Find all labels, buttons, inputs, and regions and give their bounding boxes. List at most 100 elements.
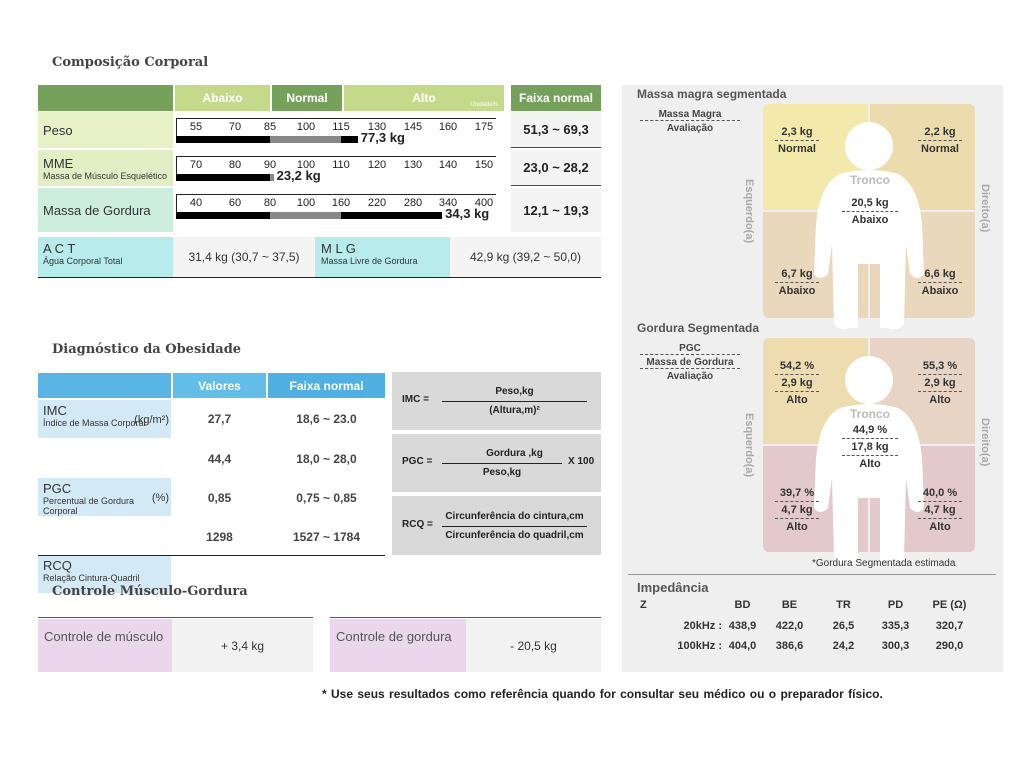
muscle-control-label: Controle de músculo (38, 619, 172, 672)
normal-range: 12,1 ~ 19,3 (511, 188, 601, 232)
scale-tick: 160 (439, 121, 457, 133)
ob-header-values: Valores (173, 373, 266, 398)
ob-value: 1298 (173, 518, 266, 555)
ob-value: 0,85 (173, 479, 266, 517)
impedance-value: 438,9 (720, 620, 765, 632)
segment-ra: 2,2 kgNormal (918, 124, 962, 157)
ob-range: 0,75 ~ 0,85 (268, 479, 385, 517)
footer-note: * Use seus resultados como referência qu… (322, 687, 883, 701)
segment-ll: 39,7 %4,7 kgAlto (775, 485, 819, 535)
ob-row-sub: Percentual de Gordura Corporal (43, 496, 166, 516)
formula-denominator: Circunferência do quadril,cm (442, 528, 587, 542)
segment-rl: 40,0 %4,7 kgAlto (918, 485, 962, 535)
scale-tick: 130 (404, 159, 422, 171)
header-normal: Normal (272, 85, 342, 111)
segment-value: 6,7 kg (775, 266, 819, 283)
segment-value: 55,3 % (918, 358, 962, 375)
impedance-col: BE (767, 599, 812, 611)
scale-tick: 175 (475, 121, 493, 133)
ob-range: 1527 ~ 1784 (268, 518, 385, 555)
ob-range: 18,0 ~ 28,0 (268, 440, 385, 478)
segment-value: 2,9 kg (918, 375, 962, 392)
formula-lhs: IMC = (402, 394, 429, 405)
muscle-control-value: + 3,4 kg (172, 619, 313, 672)
right-side-label: Direito(a) (979, 184, 991, 232)
legend-item: Massa de Gordura (640, 357, 740, 369)
scale-tick: 120 (368, 159, 386, 171)
ob-header-blank (38, 373, 171, 398)
formula-box: PGC = Gordura ,kg Peso,kg X 100 (392, 434, 601, 492)
impedance-freq: 20kHz : (640, 620, 722, 632)
row-title: Peso (43, 123, 173, 138)
header-high: AltoUnidade% (344, 85, 504, 111)
scale-tick: 140 (439, 159, 457, 171)
scale-tick: 85 (264, 121, 276, 133)
act-title: A C T (43, 241, 168, 256)
segment-value: Abaixo (918, 283, 962, 299)
ob-row-label: IMCÍndice de Massa Corporal(kg/m²) (38, 400, 171, 438)
formula-denominator: (Altura,m)² (442, 403, 587, 417)
scale-tick: 220 (368, 197, 386, 209)
row-title: MME (43, 156, 173, 171)
row-title: Massa de Gordura (43, 203, 173, 218)
fraction-line (442, 463, 562, 464)
segment-la: 2,3 kgNormal (775, 124, 819, 157)
fraction-line (442, 526, 587, 527)
segment-value: Alto (842, 456, 898, 472)
scale-line (176, 156, 496, 157)
segment-value: Alto (775, 519, 819, 535)
mlg-title: M L G (321, 241, 444, 256)
segment-value: 2,2 kg (918, 124, 962, 141)
divider (38, 277, 601, 278)
segment-tr: 44,9 %17,8 kgAlto (842, 422, 898, 472)
impedance-value: 290,0 (927, 640, 972, 652)
divider (38, 555, 385, 556)
segment-value: Abaixo (842, 212, 898, 228)
legend-item: Massa Magra (640, 109, 740, 121)
segment-value: 39,7 % (775, 485, 819, 502)
formula-lhs: PGC = (402, 456, 432, 467)
mlg-sub: Massa Livre de Gordura (321, 256, 444, 266)
divider (38, 617, 313, 618)
fat-control-value: - 20,5 kg (466, 619, 601, 672)
segment-value: Normal (918, 141, 962, 157)
mlg-value: 42,9 kg (39,2 ~ 50,0) (450, 237, 601, 277)
row-label: Peso (38, 112, 173, 148)
impedance-value: 404,0 (720, 640, 765, 652)
segment-value: Alto (918, 519, 962, 535)
segment-ra: 55,3 %2,9 kgAlto (918, 358, 962, 408)
bar-normal (270, 212, 341, 219)
composition-title: Composição Corporal (52, 55, 208, 70)
impedance-freq: 100kHz : (640, 640, 722, 652)
segment-value: 17,8 kg (842, 439, 898, 456)
bar-below (176, 212, 270, 219)
trunk-label: Tronco (840, 407, 900, 421)
ob-header-range: Faixa normal (268, 373, 385, 398)
formula-box: IMC = Peso,kg (Altura,m)² (392, 372, 601, 430)
lean-title: Massa magra segmentada (637, 87, 786, 101)
mlg-label: M L GMassa Livre de Gordura (315, 237, 450, 277)
act-value: 31,4 kg (30,7 ~ 37,5) (173, 237, 315, 277)
segment-value: 20,5 kg (842, 195, 898, 212)
impedance-value: 335,3 (873, 620, 918, 632)
trunk-label: Tronco (840, 173, 900, 187)
formula-numerator: Peso,kg (442, 375, 587, 400)
bar-below (176, 174, 270, 181)
scale-tick: 110 (332, 159, 350, 171)
scale-tick: 280 (404, 197, 422, 209)
segment-value: Normal (775, 141, 819, 157)
ob-row-title: RCQ (43, 558, 166, 573)
formula-denominator: Peso,kg (442, 465, 562, 479)
fat-title: Gordura Segmentada (637, 321, 759, 335)
legend-item: PGC (640, 343, 740, 355)
impedance-value: 422,0 (767, 620, 812, 632)
segment-value: 4,7 kg (775, 502, 819, 519)
bar-value: 23,2 kg (277, 168, 321, 183)
segment-value: Abaixo (775, 283, 819, 299)
impedance-value: 300,3 (873, 640, 918, 652)
scale-tick: 60 (229, 197, 241, 209)
ob-row-unit: (%) (152, 492, 169, 504)
segment-value: 2,3 kg (775, 124, 819, 141)
impedance-z: Z (640, 599, 647, 611)
scale-tick: 100 (297, 121, 315, 133)
